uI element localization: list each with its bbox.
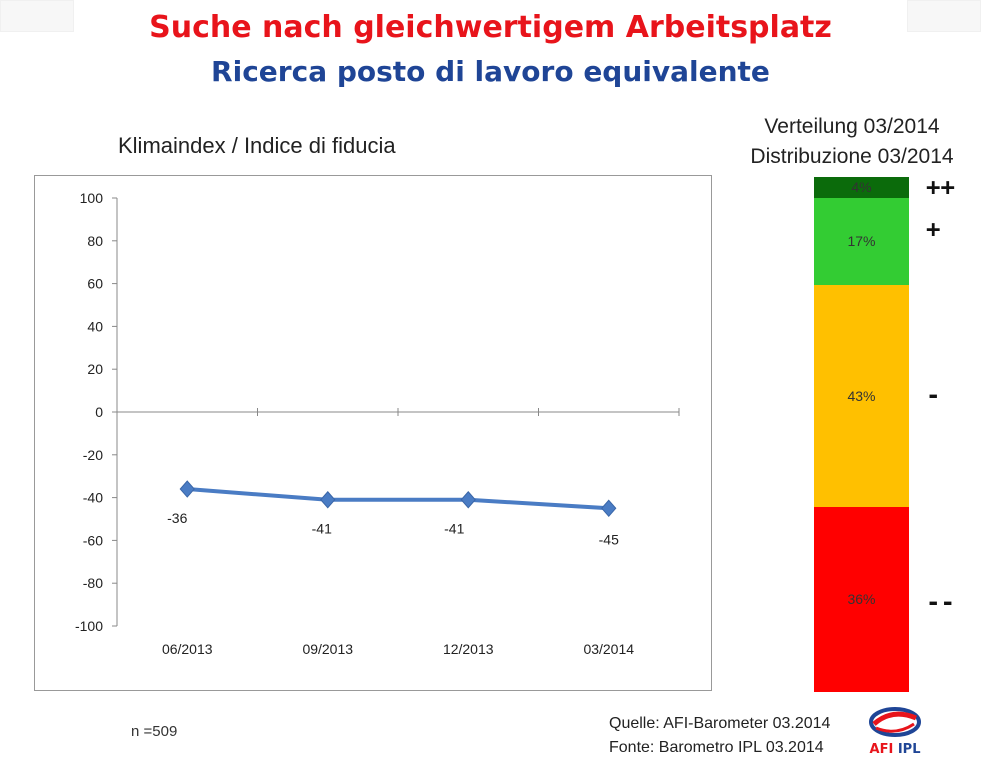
x-tick-label: 12/2013 <box>443 641 494 657</box>
data-point <box>460 490 476 509</box>
x-tick-label: 09/2013 <box>302 641 353 657</box>
source-de: Quelle: AFI-Barometer 03.2014 <box>609 715 831 732</box>
segment-value-label: 17% <box>847 233 876 250</box>
x-tick-label: 06/2013 <box>162 641 213 657</box>
distribution-segment-very-positive: 4% <box>814 177 909 198</box>
y-tick-label: -60 <box>83 532 103 548</box>
y-tick-label: -20 <box>83 447 103 463</box>
distribution-title-de: Verteilung 03/2014 <box>764 115 940 138</box>
corner-decoration-right <box>907 0 981 32</box>
data-point <box>601 499 617 518</box>
y-tick-label: -100 <box>75 618 103 634</box>
line-chart-title: Klimaindex / Indice di fiducia <box>118 133 396 158</box>
distribution-stacked-bar: 4% 17% 43% 36% <box>814 177 909 692</box>
corner-decoration-left <box>0 0 74 32</box>
y-tick-label: 20 <box>87 361 103 377</box>
source-note: Quelle: AFI-Barometer 03.2014 Fonte: Bar… <box>609 712 830 760</box>
data-point <box>320 490 336 509</box>
segment-value-label: 36% <box>847 591 876 608</box>
data-label: -45 <box>599 531 619 547</box>
y-tick-label: -40 <box>83 490 103 506</box>
distribution-segment-positive: 17% <box>814 197 909 286</box>
distribution-segment-very-negative: 36% <box>814 506 909 692</box>
segment-symbol-negative: - <box>926 381 941 409</box>
y-tick-label: 60 <box>87 276 103 292</box>
x-tick-label: 03/2014 <box>583 641 634 657</box>
distribution-title-it: Distribuzione 03/2014 <box>750 145 954 168</box>
afi-ipl-logo: AFI IPL <box>869 707 921 757</box>
segment-value-label: 43% <box>847 387 876 404</box>
sample-size: n =509 <box>131 723 178 740</box>
y-tick-label: -80 <box>83 575 103 591</box>
y-tick-label: 100 <box>80 190 104 206</box>
line-chart-frame: 100 80 60 40 20 0 -20 -40 -60 -80 -100 06/2013 09/20… <box>34 175 712 691</box>
data-point <box>179 480 195 498</box>
svg-text:AFI IPL: AFI IPL <box>870 742 921 757</box>
source-it: Fonte: Barometro IPL 03.2014 <box>609 739 824 756</box>
data-label: -41 <box>444 521 464 537</box>
y-tick-label: 80 <box>87 233 103 249</box>
y-tick-label: 40 <box>87 318 103 334</box>
title-german: Suche nach gleichwertigem Arbeitsplatz <box>149 10 832 45</box>
segment-symbol-very-negative: -- <box>926 588 955 616</box>
data-label: -36 <box>167 510 187 526</box>
segment-symbol-very-positive: ++ <box>926 173 955 201</box>
segment-value-label: 4% <box>851 179 872 196</box>
distribution-title: Verteilung 03/2014 Distribuzione 03/2014 <box>728 112 976 172</box>
line-chart: 100 80 60 40 20 0 -20 -40 -60 -80 -100 06/2013 09/20… <box>75 190 680 657</box>
y-tick-label: 0 <box>95 404 103 420</box>
data-label: -41 <box>312 521 332 537</box>
segment-symbol-positive: + <box>926 215 941 243</box>
title-italian: Ricerca posto di lavoro equivalente <box>211 55 770 88</box>
series-line <box>185 487 611 511</box>
distribution-segment-negative: 43% <box>814 285 909 507</box>
